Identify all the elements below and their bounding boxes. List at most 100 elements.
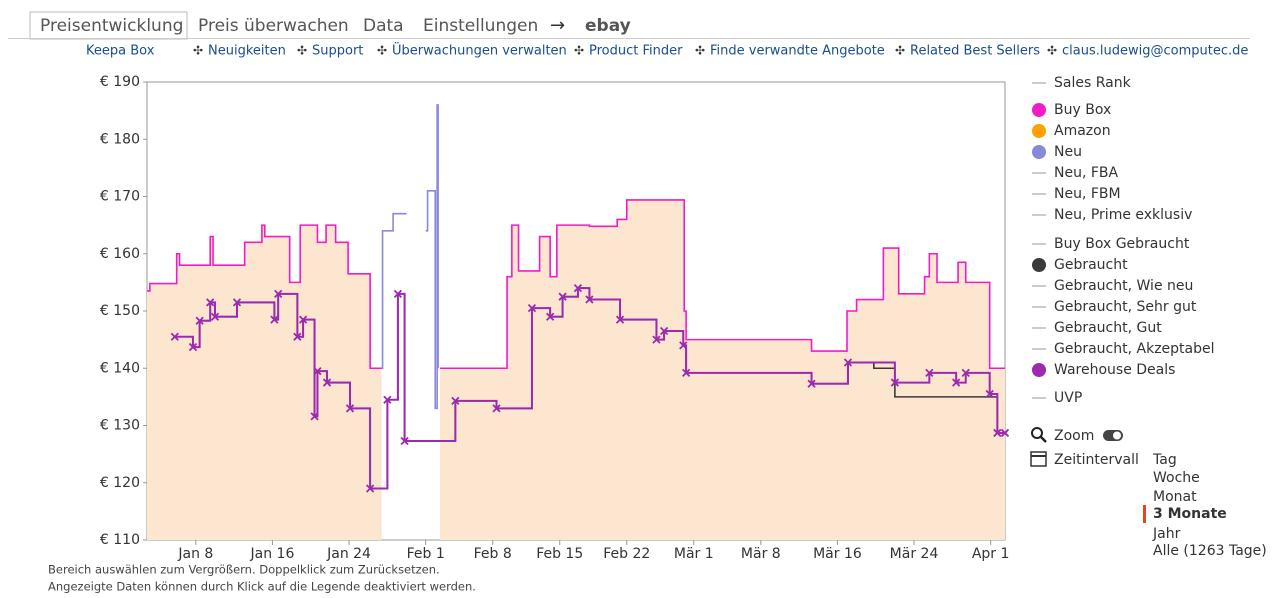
legend-label[interactable]: Neu, FBA (1054, 165, 1119, 181)
legend-label[interactable]: Gebraucht, Wie neu (1054, 278, 1193, 294)
interval-option[interactable]: Jahr (1152, 526, 1181, 542)
x-tick-label: Jan 8 (177, 546, 213, 562)
nav-link[interactable]: Finde verwandte Angebote (710, 44, 885, 59)
legend-label[interactable]: Neu (1054, 144, 1082, 160)
deal-marker (270, 315, 279, 324)
tab[interactable]: Preisentwicklung (40, 16, 183, 36)
legend-label[interactable]: Gebraucht, Gut (1054, 320, 1162, 336)
legend-label[interactable]: Gebraucht, Sehr gut (1054, 299, 1197, 315)
deal-marker (573, 283, 583, 293)
legend-label[interactable]: Buy Box Gebraucht (1054, 236, 1190, 252)
deal-marker (985, 389, 994, 399)
deal-marker (679, 341, 688, 350)
interval-label: Zeitintervall (1054, 452, 1139, 468)
deal-marker (615, 315, 625, 324)
legend-label[interactable]: Gebraucht (1054, 257, 1128, 273)
x-tick-label: Mär 24 (890, 546, 939, 562)
series-line (440, 199, 1005, 370)
y-tick-label: € 180 (100, 131, 140, 147)
deal-marker (393, 289, 403, 298)
x-tick-label: Feb 1 (407, 546, 445, 562)
note: Bereich auswählen zum Vergrößern. Doppel… (48, 563, 440, 577)
legend-dot (1032, 103, 1046, 117)
legend-label[interactable]: Amazon (1054, 123, 1111, 139)
nav-link[interactable]: Support (312, 44, 363, 59)
x-tick-label: Mär 1 (674, 546, 714, 562)
x-tick-label: Mär 16 (813, 546, 862, 562)
deal-marker (492, 404, 501, 413)
separator: ✣ (377, 44, 387, 58)
nav-link[interactable]: Related Best Sellers (910, 44, 1040, 59)
interval-option[interactable]: Alle (1263 Tage) (1153, 543, 1267, 559)
nav-link[interactable]: Product Finder (589, 44, 683, 59)
deal-marker (952, 378, 961, 387)
deal-marker (188, 342, 198, 352)
nav-link[interactable]: Keepa Box (86, 44, 155, 59)
note: Angezeigte Daten können durch Klick auf … (48, 580, 476, 594)
deal-marker (961, 368, 970, 377)
deal-marker (232, 298, 242, 307)
separator: ✣ (695, 44, 705, 58)
legend-label[interactable]: Buy Box (1054, 102, 1111, 118)
y-tick-label: € 160 (100, 246, 140, 262)
deal-marker (310, 412, 319, 421)
deal-marker (451, 396, 460, 406)
legend-label[interactable]: Warehouse Deals (1054, 362, 1175, 378)
separator: ✣ (193, 44, 203, 58)
separator: ✣ (1047, 44, 1057, 58)
y-tick-label: € 170 (100, 189, 140, 205)
zoom-label[interactable]: Zoom (1054, 428, 1094, 444)
interval-option[interactable]: Woche (1153, 470, 1200, 486)
nav-link[interactable]: Neuigkeiten (208, 44, 286, 59)
x-tick-label: Apr 1 (972, 546, 1010, 562)
deal-marker (365, 484, 375, 493)
series-line (376, 212, 407, 370)
separator: ✣ (574, 44, 584, 58)
y-tick-label: € 120 (100, 475, 140, 491)
deal-marker (274, 289, 283, 298)
deal-marker (383, 395, 392, 404)
deal-marker (195, 316, 204, 325)
deal-marker (843, 358, 853, 367)
x-tick-label: Feb 22 (603, 546, 650, 562)
y-tick-label: € 130 (100, 418, 140, 434)
x-tick-label: Feb 15 (536, 546, 583, 562)
nav-link[interactable]: claus.ludewig@computec.de (1062, 44, 1248, 59)
zoom-icon (1040, 436, 1047, 443)
legend-label[interactable]: UVP (1054, 390, 1082, 406)
deal-marker (585, 295, 594, 304)
legend-dot (1032, 363, 1046, 377)
interval-option[interactable]: 3 Monate (1153, 506, 1227, 522)
selected-bar (1143, 505, 1146, 523)
tab[interactable]: Preis überwachen (198, 16, 349, 36)
deal-marker (558, 292, 567, 301)
legend-label[interactable]: Neu, FBM (1054, 186, 1121, 202)
interval-option[interactable]: Tag (1152, 452, 1177, 468)
deal-marker (925, 368, 934, 377)
deal-marker (652, 335, 661, 344)
deal-marker (298, 315, 308, 324)
legend-label[interactable]: Neu, Prime exklusiv (1054, 207, 1192, 223)
deal-marker (400, 436, 409, 446)
tab[interactable]: Einstellungen (423, 16, 538, 36)
legend-dot (1032, 258, 1046, 272)
interval-option[interactable]: Monat (1153, 489, 1197, 505)
area (147, 225, 382, 540)
deal-marker (345, 404, 355, 413)
legend-label[interactable]: Gebraucht, Akzeptabel (1054, 341, 1215, 357)
deal-marker (659, 326, 669, 336)
tab[interactable]: Data (363, 16, 404, 36)
y-tick-label: € 110 (100, 532, 140, 548)
legend-label[interactable]: Sales Rank (1054, 75, 1132, 91)
y-tick-label: € 140 (100, 360, 140, 376)
y-tick-label: € 190 (100, 74, 140, 90)
tab[interactable]: ebay (585, 16, 631, 36)
deal-marker (681, 368, 691, 377)
zoom-icon (1031, 427, 1043, 439)
deal-marker (170, 332, 179, 341)
deal-marker (890, 378, 900, 387)
x-tick-label: Jan 24 (326, 546, 371, 562)
deal-marker (293, 332, 302, 341)
nav-link[interactable]: Überwachungen verwalten (392, 42, 567, 59)
